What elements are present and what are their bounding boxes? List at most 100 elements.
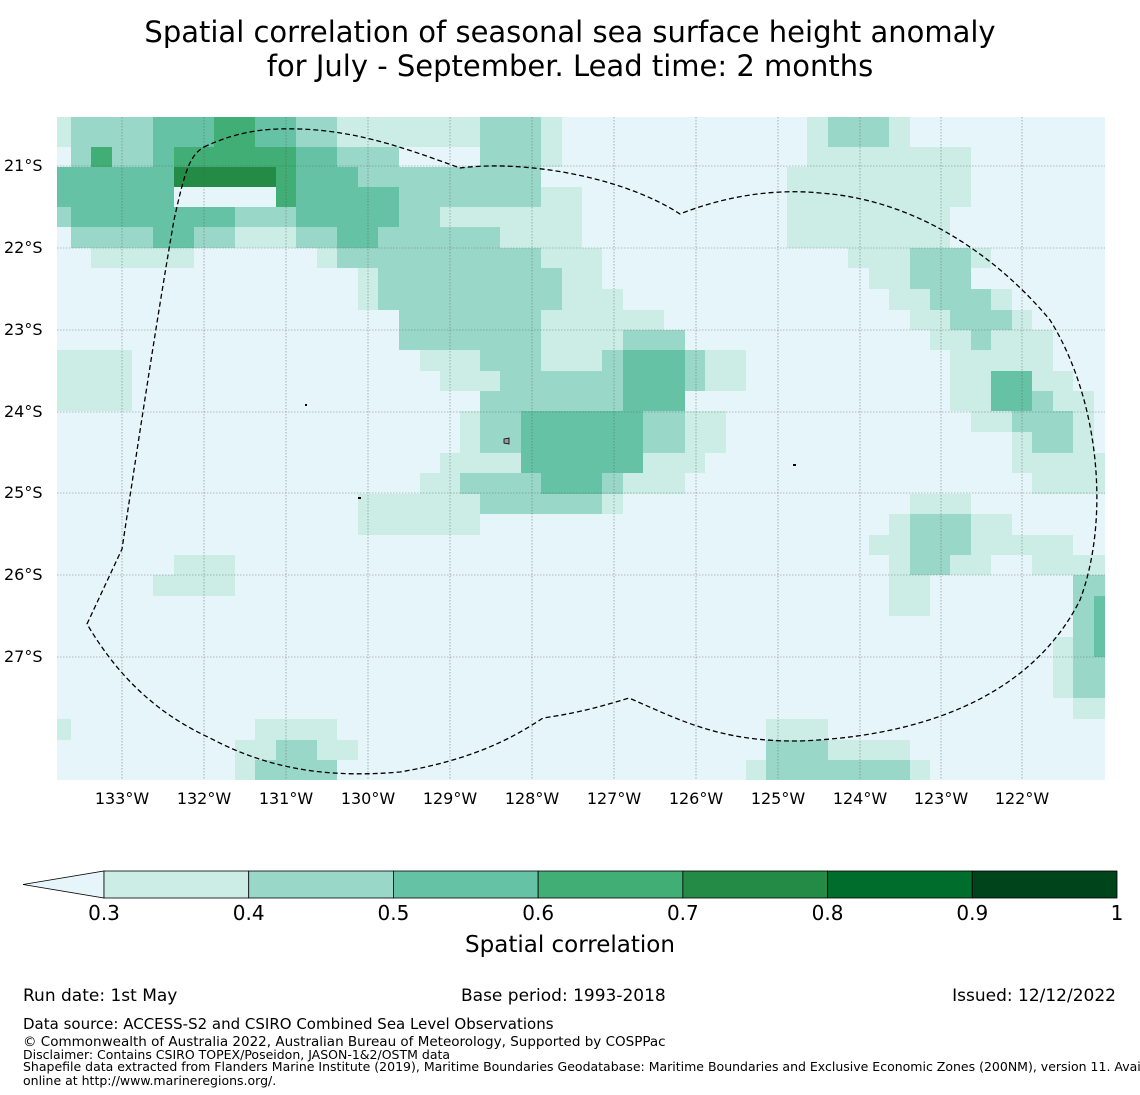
correlation-cell xyxy=(541,330,623,350)
latitude-label: 23°S xyxy=(4,320,43,339)
correlation-cell xyxy=(971,248,991,268)
correlation-cell xyxy=(1032,555,1105,575)
correlation-cell xyxy=(807,117,828,167)
correlation-cell xyxy=(480,411,521,453)
correlation-cell xyxy=(153,207,235,227)
shapefile-link: online at http://www.marineregions.org/. xyxy=(23,1073,277,1088)
correlation-cell xyxy=(153,227,194,248)
colorbar-swatch xyxy=(537,870,684,899)
correlation-cell xyxy=(541,310,664,330)
longitude-label: 129°W xyxy=(422,789,478,808)
correlation-cell xyxy=(71,167,174,207)
correlation-cell xyxy=(828,207,950,248)
correlation-cell xyxy=(746,760,766,780)
correlation-cell xyxy=(235,227,296,248)
correlation-cell xyxy=(1032,371,1073,391)
correlation-cell xyxy=(521,411,643,473)
correlation-cell xyxy=(480,350,541,371)
correlation-cell xyxy=(1012,432,1032,473)
correlation-cell xyxy=(541,187,582,207)
correlation-cell xyxy=(950,555,991,575)
correlation-cell xyxy=(623,350,685,411)
correlation-cell xyxy=(255,760,337,780)
correlation-cell xyxy=(57,719,71,740)
issued-date: Issued: 12/12/2022 xyxy=(952,986,1116,1006)
correlation-cell xyxy=(562,268,602,289)
correlation-cell xyxy=(91,147,112,167)
correlation-cell xyxy=(460,411,480,453)
correlation-cell xyxy=(317,248,337,268)
longitude-label: 126°W xyxy=(668,789,724,808)
correlation-cell xyxy=(950,350,1053,371)
correlation-cell xyxy=(1012,310,1032,330)
correlation-cell xyxy=(399,187,541,207)
longitude-label: 128°W xyxy=(504,789,560,808)
base-period: Base period: 1993-2018 xyxy=(461,986,666,1006)
colorbar-tick-label: 0.8 xyxy=(811,901,844,925)
correlation-cell xyxy=(991,289,1012,310)
correlation-cell xyxy=(1032,453,1105,494)
correlation-cell xyxy=(1032,391,1053,411)
correlation-cell xyxy=(358,167,541,187)
correlation-cell xyxy=(889,555,910,575)
colorbar-under-arrow xyxy=(22,870,105,899)
latitude-label: 25°S xyxy=(4,483,43,502)
correlation-cell xyxy=(889,289,930,310)
correlation-cell xyxy=(57,117,71,147)
correlation-cell xyxy=(848,248,910,268)
correlation-cell xyxy=(57,350,132,411)
data-source: Data source: ACCESS-S2 and CSIRO Combine… xyxy=(23,1015,554,1033)
correlation-cell xyxy=(685,350,705,391)
correlation-cell xyxy=(950,310,1012,330)
correlation-cell xyxy=(1073,698,1105,719)
colorbar-tick-label: 0.3 xyxy=(88,901,120,925)
colorbar-tick-label: 0.9 xyxy=(956,901,989,925)
correlation-cell xyxy=(910,760,930,780)
disclaimer-text: Disclaimer: Contains CSIRO TOPEX/Poseido… xyxy=(23,1047,451,1062)
correlation-cell xyxy=(541,117,562,167)
correlation-cell xyxy=(643,432,685,453)
correlation-cell xyxy=(153,575,235,596)
correlation-cell xyxy=(235,740,276,760)
correlation-cell xyxy=(828,760,910,780)
correlation-cell xyxy=(337,117,480,147)
correlation-cell xyxy=(787,167,828,248)
correlation-cell xyxy=(378,227,500,248)
island-marker xyxy=(503,437,510,445)
correlation-cell xyxy=(440,453,521,473)
correlation-cell xyxy=(910,248,971,289)
correlation-cell xyxy=(685,411,726,453)
correlation-cell xyxy=(255,719,337,740)
correlation-cell xyxy=(766,740,828,780)
correlation-cell xyxy=(602,494,623,514)
correlation-cell xyxy=(910,514,971,555)
correlation-cell xyxy=(889,514,910,535)
colorbar-tick-label: 0.6 xyxy=(522,901,555,925)
longitude-label: 132°W xyxy=(176,789,232,808)
correlation-cell xyxy=(1073,411,1094,453)
latitude-label: 27°S xyxy=(4,647,43,666)
correlation-cell xyxy=(602,473,623,494)
correlation-cell xyxy=(971,411,1012,432)
longitude-label: 133°W xyxy=(94,789,150,808)
islet-marker xyxy=(358,497,361,499)
longitude-label: 125°W xyxy=(750,789,806,808)
correlation-cell xyxy=(174,555,235,575)
correlation-cell xyxy=(480,494,602,514)
shapefile-credit: Shapefile data extracted from Flanders M… xyxy=(23,1059,1140,1074)
colorbar-tick-label: 1 xyxy=(1110,901,1124,925)
correlation-cell xyxy=(623,330,685,350)
correlation-cell xyxy=(71,227,153,248)
correlation-cell xyxy=(378,289,562,310)
correlation-cell xyxy=(1073,657,1105,698)
colorbar-swatch xyxy=(103,870,250,899)
colorbar-label: Spatial correlation xyxy=(465,932,675,958)
eez-boundary xyxy=(86,128,1098,775)
correlation-cell xyxy=(930,330,971,350)
chart-title-line-1: Spatial correlation of seasonal sea surf… xyxy=(144,15,996,49)
correlation-cell xyxy=(235,207,296,227)
correlation-cell xyxy=(889,575,930,616)
correlation-cell xyxy=(828,740,910,760)
